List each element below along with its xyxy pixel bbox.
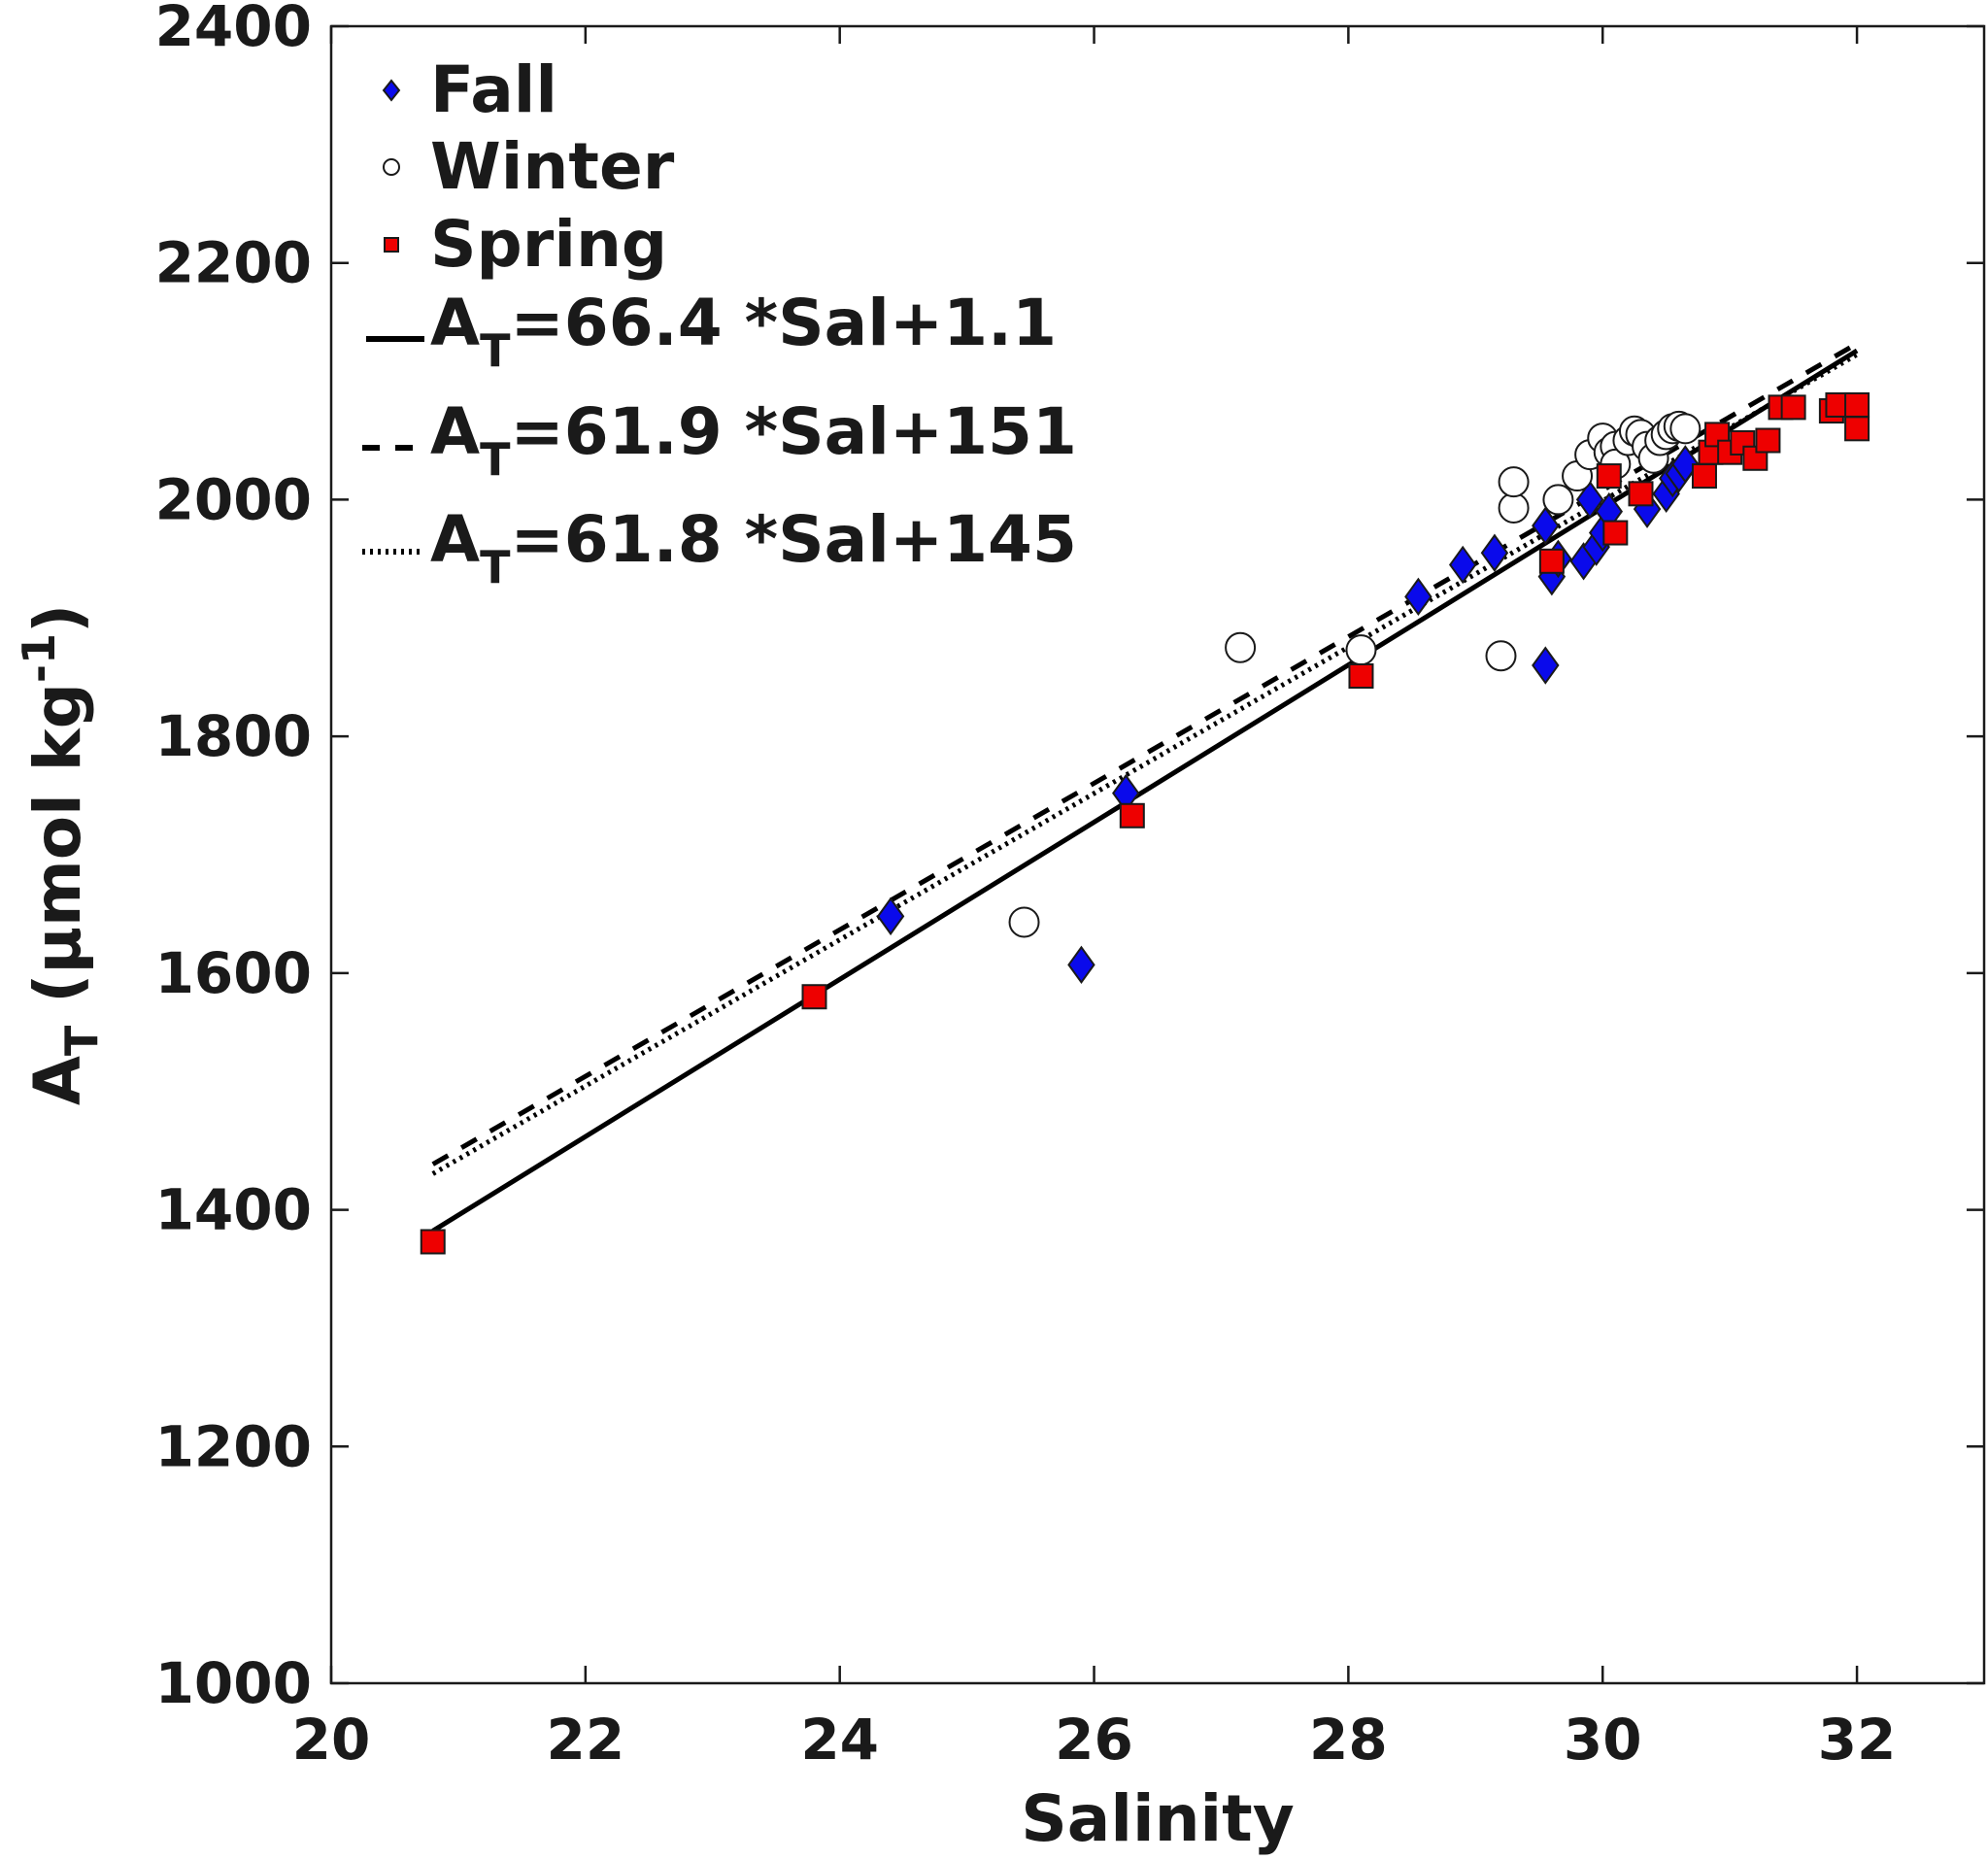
point-spring [1844,416,1870,442]
legend-item-fall: Fall [382,52,557,127]
legend: Fall Winter Spring AT=66.4 *Sal+1.1 AT=6… [362,52,1077,593]
x-tick-label: 32 [1818,1707,1897,1773]
point-winter [1008,906,1040,938]
y-axis-title-subscript: T [55,1025,108,1056]
legend-item-fit-solid: AT=66.4 *Sal+1.1 [366,286,1057,377]
point-spring [1755,427,1781,454]
plot-background [331,26,1984,1683]
y-tick-label: 1600 [155,940,312,1006]
point-fall [1404,577,1432,617]
y-tick-label: 1000 [155,1650,312,1716]
legend-marker-spring [384,237,399,253]
legend-item-fit-dashed: AT=61.9 *Sal+151 [362,394,1077,486]
legend-label-fit-solid: AT=66.4 *Sal+1.1 [430,286,1057,377]
point-spring [801,984,827,1010]
y-axis-title-units-exponent: -1 [13,633,65,683]
axis-ticks [329,24,1984,1685]
series-spring [420,391,1870,1255]
point-spring [1348,662,1374,689]
legend-label-spring: Spring [430,207,667,282]
point-fall [1532,646,1560,685]
x-tick-label: 24 [800,1707,879,1773]
point-winter [1225,631,1257,663]
point-spring [1780,394,1806,421]
point-winter [1669,413,1702,445]
point-spring [1596,463,1622,490]
x-tick-label: 20 [292,1707,371,1773]
point-spring [420,1229,446,1255]
point-spring [1119,802,1145,829]
y-axis-title-units-close: ) [20,604,95,633]
point-winter [1542,484,1574,516]
y-tick-label: 1800 [155,703,312,769]
x-tick-label: 30 [1564,1707,1642,1773]
point-spring [1538,548,1565,574]
y-tick-label: 2200 [155,230,312,296]
point-fall [1448,545,1477,585]
data-markers [420,391,1870,1255]
point-winter [1345,634,1377,666]
y-tick-label: 2400 [155,0,312,59]
point-fall [1671,445,1700,484]
point-spring [1844,391,1870,418]
point-spring [1628,481,1654,507]
x-tick-label: 28 [1309,1707,1388,1773]
series-winter [1008,410,1702,938]
legend-label-fit-dotted: AT=61.8 *Sal+145 [430,502,1077,593]
point-fall [876,896,905,936]
point-spring [1691,463,1717,490]
y-axis-title-symbol: A [20,1056,95,1105]
y-axis-title-units: (µmol kg [20,683,95,1026]
point-winter [1485,640,1517,672]
legend-item-fit-dotted: AT=61.8 *Sal+145 [362,502,1077,593]
legend-marker-fall [382,79,401,102]
tick-labels: 20 22 24 26 28 30 32 1000 1200 1400 1600 1800 2000 22… [155,0,1897,1773]
legend-label-fit-dashed: AT=61.9 *Sal+151 [430,394,1077,486]
fit-line-dotted [431,352,1859,1176]
point-winter [1498,491,1530,524]
point-winter [1498,466,1530,498]
point-fall [1067,945,1095,985]
x-tick-label: 26 [1055,1707,1133,1773]
x-axis-title: Salinity [1021,1781,1295,1856]
x-tick-label: 22 [546,1707,624,1773]
legend-label-winter: Winter [430,129,675,204]
y-tick-label: 1200 [155,1413,312,1479]
point-fall [1575,480,1604,520]
legend-label-fall: Fall [430,52,557,127]
y-tick-label: 2000 [155,466,312,532]
y-axis-title: AT (µmol kg-1) [13,604,108,1105]
point-spring [1602,520,1629,546]
y-tick-label: 1400 [155,1177,312,1243]
point-fall [1532,506,1560,545]
legend-item-winter: Winter [383,129,675,204]
fit-line-solid [431,348,1859,1234]
plot-frame [329,24,1986,1685]
legend-item-spring: Spring [384,207,667,282]
point-fall [1480,533,1509,572]
legend-marker-winter [383,158,400,176]
